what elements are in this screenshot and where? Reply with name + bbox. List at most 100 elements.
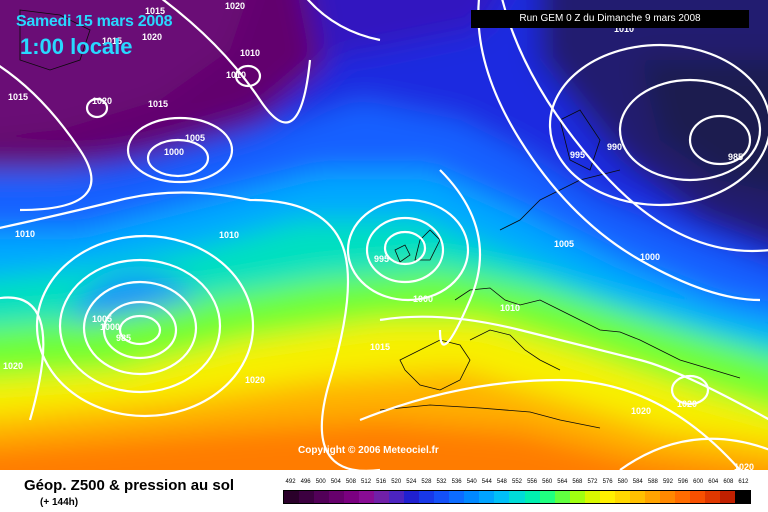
color-scale-labels: 492 496 500 504 508 512 516 520 524 528 532 536 540 5… [283, 479, 751, 489]
color-scale-label: 572 [587, 479, 598, 485]
copyright-notice: Copyright © 2006 Meteociel.fr [298, 445, 439, 456]
color-scale-cell [509, 491, 525, 503]
isobar-label: 1000 [640, 252, 660, 262]
color-scale-label: 608 [723, 479, 734, 485]
isobar-label: 985 [728, 152, 743, 162]
color-scale-label: 612 [738, 479, 749, 485]
color-scale-cell [599, 491, 615, 503]
color-scale-label: 568 [572, 479, 583, 485]
isobar-label: 1015 [8, 92, 28, 102]
isobar-label: 1000 [413, 294, 433, 304]
color-scale-cell [494, 491, 510, 503]
color-scale-cell [539, 491, 555, 503]
color-scale-label: 600 [693, 479, 704, 485]
isobar-label: 1020 [225, 1, 245, 11]
color-scale-label: 548 [496, 479, 507, 485]
isobar-label: 1000 [100, 322, 120, 332]
color-scale-label: 584 [632, 479, 643, 485]
color-scale-label: 504 [330, 479, 341, 485]
isobar-label: 1010 [614, 24, 634, 34]
color-scale-cell [704, 491, 720, 503]
forecast-date: Samedi 15 mars 2008 [16, 13, 173, 30]
color-scale-label: 556 [527, 479, 538, 485]
color-scale-cell [434, 491, 450, 503]
color-scale-cell [299, 491, 315, 503]
color-scale-cell [359, 491, 375, 503]
color-scale-label: 588 [647, 479, 658, 485]
isobar-label: 990 [607, 142, 622, 152]
isobar-label: 1020 [631, 406, 651, 416]
isobar-label: 1020 [92, 96, 112, 106]
isobar-label: 1000 [164, 147, 184, 157]
color-scale-cell [689, 491, 705, 503]
color-scale-cell [734, 491, 750, 503]
color-scale-label: 536 [451, 479, 462, 485]
isobar-label: 1020 [3, 361, 23, 371]
color-scale-label: 524 [406, 479, 417, 485]
color-scale-cell [284, 491, 300, 503]
isobars [0, 0, 768, 470]
coastlines [19, 9, 741, 429]
color-scale-label: 516 [376, 479, 387, 485]
isobar-label: 1010 [226, 70, 246, 80]
isobar-label: 995 [570, 150, 585, 160]
color-scale-cell [464, 491, 480, 503]
isobar-label: 1020 [734, 462, 754, 470]
isobar-label: 1015 [370, 342, 390, 352]
color-scale-cell [629, 491, 645, 503]
isobar-label: 1010 [219, 230, 239, 240]
isobar-label: 995 [374, 254, 389, 264]
map-canvas: 1015 1020 1015 1020 1010 1010 1015 1020 1015 1005… [0, 0, 768, 470]
color-scale-label: 560 [542, 479, 553, 485]
color-scale-cell [449, 491, 465, 503]
weather-map: 1015 1020 1015 1020 1010 1010 1015 1020 1015 1005… [0, 0, 768, 470]
color-scale-label: 604 [708, 479, 719, 485]
color-scale-cell [569, 491, 585, 503]
isobar-label: 1015 [145, 6, 165, 16]
isobar-label: 1020 [142, 32, 162, 42]
isobar-label: 1005 [554, 239, 574, 249]
color-scale-cell [314, 491, 330, 503]
isobar-label: 1010 [500, 303, 520, 313]
color-scale-cell [404, 491, 420, 503]
color-scale-label: 596 [678, 479, 689, 485]
color-scale-label: 492 [285, 479, 296, 485]
color-scale-cell [659, 491, 675, 503]
color-scale-label: 576 [602, 479, 613, 485]
color-scale-cell [419, 491, 435, 503]
color-scale-label: 508 [345, 479, 356, 485]
color-scale-label: 512 [361, 479, 372, 485]
isobar-label: 1005 [92, 314, 112, 324]
map-footer: Géop. Z500 & pression au sol (+ 144h) 49… [0, 470, 768, 512]
isobar-label: 1010 [15, 229, 35, 239]
isobar-label: 1015 [148, 99, 168, 109]
model-run-label: Run GEM 0 Z du Dimanche 9 mars 2008 [471, 10, 749, 28]
color-scale-label: 532 [436, 479, 447, 485]
color-scale-label: 552 [511, 479, 523, 485]
isobar-label: 985 [116, 333, 131, 343]
color-scale-label: 544 [481, 479, 492, 485]
color-scale-label: 580 [617, 479, 628, 485]
color-scale-cell [614, 491, 630, 503]
forecast-lead-time: (+ 144h) [40, 497, 79, 508]
isobar-label: 1005 [185, 133, 205, 143]
color-scale-label: 592 [662, 479, 673, 485]
color-scale-cell [479, 491, 495, 503]
product-title: Géop. Z500 & pression au sol [24, 477, 235, 494]
isobar-label: 1015 [102, 36, 122, 46]
color-scale-label: 540 [466, 479, 477, 485]
forecast-time: 1:00 locale [20, 34, 133, 59]
color-scale-cell [524, 491, 540, 503]
color-scale-cell [644, 491, 660, 503]
color-scale-bar [283, 490, 751, 504]
color-scale-cell [389, 491, 405, 503]
color-scale-label: 564 [557, 479, 568, 485]
isobar-labels: 1015 1020 1015 1020 1010 1010 1015 1020 1015 1005… [3, 1, 754, 470]
color-scale-cell [674, 491, 690, 503]
color-scale-label: 528 [421, 479, 432, 485]
color-scale-cell [374, 491, 390, 503]
color-scale-cell [584, 491, 600, 503]
isobar-label: 1020 [245, 375, 265, 385]
geopotential-field [0, 0, 768, 470]
isobar-label: 1010 [240, 48, 260, 58]
